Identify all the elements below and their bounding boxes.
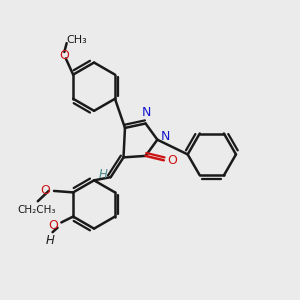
- Text: H: H: [99, 168, 108, 181]
- Text: O: O: [49, 219, 58, 232]
- Text: N: N: [161, 130, 171, 143]
- Text: O: O: [59, 49, 69, 62]
- Text: CH₂CH₃: CH₂CH₃: [17, 205, 56, 215]
- Text: CH₃: CH₃: [67, 35, 87, 45]
- Text: H: H: [46, 234, 55, 247]
- Text: O: O: [40, 184, 50, 197]
- Text: N: N: [142, 106, 151, 119]
- Text: O: O: [167, 154, 177, 167]
